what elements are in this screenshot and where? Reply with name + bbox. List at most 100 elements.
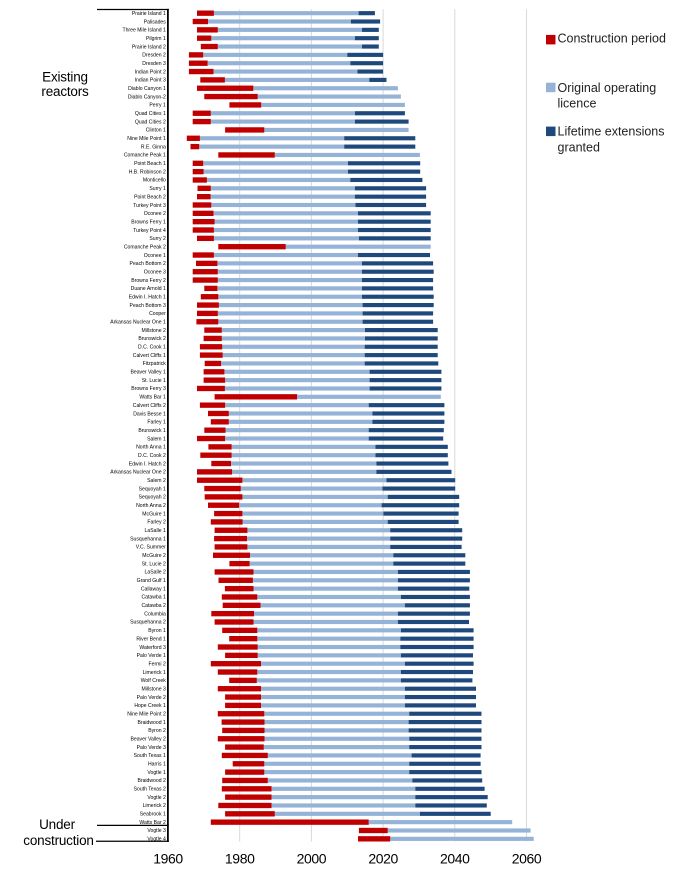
svg-text:Sequoyah 2: Sequoyah 2	[139, 495, 166, 501]
svg-text:Limerick 2: Limerick 2	[143, 803, 166, 809]
svg-text:Turkey Point 4: Turkey Point 4	[133, 228, 166, 234]
svg-text:Susquehanna 1: Susquehanna 1	[130, 536, 166, 542]
svg-text:Oconee 3: Oconee 3	[144, 269, 166, 275]
svg-text:Diablo Canyon-2: Diablo Canyon-2	[128, 94, 166, 100]
svg-text:Monticello: Monticello	[143, 178, 166, 184]
svg-text:Vogtle 1: Vogtle 1	[147, 770, 166, 776]
svg-text:Vogtle 3: Vogtle 3	[147, 828, 166, 834]
svg-text:Arkansas Nuclear One 2: Arkansas Nuclear One 2	[110, 470, 166, 476]
svg-text:Brunswick 1: Brunswick 1	[138, 428, 166, 434]
svg-text:Palo Verde 2: Palo Verde 2	[137, 695, 166, 701]
svg-text:Indian Point 3: Indian Point 3	[135, 78, 166, 84]
svg-text:Prairie Island 1: Prairie Island 1	[132, 11, 166, 17]
svg-text:Clinton 1: Clinton 1	[146, 128, 166, 134]
svg-text:Fermi 2: Fermi 2	[149, 661, 166, 667]
svg-text:Edwin I. Hatch 2: Edwin I. Hatch 2	[129, 461, 166, 467]
svg-text:Braidwood 1: Braidwood 1	[137, 720, 165, 726]
svg-text:R.E. Ginna: R.E. Ginna	[141, 144, 166, 150]
svg-text:Palo Verde 1: Palo Verde 1	[137, 653, 166, 659]
svg-text:Existing: Existing	[42, 70, 88, 85]
svg-text:North Anna 1: North Anna 1	[136, 445, 166, 451]
svg-text:Oconee 2: Oconee 2	[144, 211, 166, 217]
svg-text:licence: licence	[558, 97, 597, 111]
svg-text:H.B. Robinson 2: H.B. Robinson 2	[129, 169, 166, 175]
svg-text:Palisades: Palisades	[144, 19, 167, 25]
svg-text:LaSalle 1: LaSalle 1	[145, 528, 166, 534]
svg-text:2020: 2020	[368, 851, 398, 867]
svg-text:Seabrook 1: Seabrook 1	[140, 812, 166, 818]
svg-text:D.C. Cook 1: D.C. Cook 1	[138, 345, 166, 351]
svg-text:Browns Ferry 3: Browns Ferry 3	[131, 386, 166, 392]
svg-text:Fitzpatrick: Fitzpatrick	[143, 361, 167, 367]
svg-text:Limerick 1: Limerick 1	[143, 670, 166, 676]
svg-text:Catawba 2: Catawba 2	[141, 603, 166, 609]
svg-text:Davis Besse 1: Davis Besse 1	[133, 411, 166, 417]
svg-text:Nine Mile Point 1: Nine Mile Point 1	[127, 136, 166, 142]
svg-text:D.C. Cook 2: D.C. Cook 2	[138, 453, 166, 459]
svg-text:Beaver Valley 2: Beaver Valley 2	[130, 737, 165, 743]
svg-text:Vogtle 4: Vogtle 4	[147, 837, 166, 843]
svg-text:Surry 1: Surry 1	[149, 186, 166, 192]
svg-text:Millstone 3: Millstone 3	[141, 686, 166, 692]
svg-text:Pilgrim 1: Pilgrim 1	[146, 36, 166, 42]
svg-text:Watts Bar 1: Watts Bar 1	[139, 395, 166, 401]
svg-text:Beaver Valley 1: Beaver Valley 1	[130, 370, 165, 376]
svg-text:Waterford 3: Waterford 3	[139, 645, 166, 651]
svg-text:2060: 2060	[512, 851, 542, 867]
svg-text:Peach Bottom 3: Peach Bottom 3	[130, 303, 166, 309]
svg-text:Watts Bar 2: Watts Bar 2	[139, 820, 166, 826]
svg-text:Browns Ferry 2: Browns Ferry 2	[131, 278, 166, 284]
svg-text:St. Lucie 1: St. Lucie 1	[142, 378, 166, 384]
svg-text:reactors: reactors	[41, 84, 89, 99]
svg-text:Arkansas Nuclear One 1: Arkansas Nuclear One 1	[110, 320, 166, 326]
svg-text:Dresden 2: Dresden 2	[142, 53, 166, 59]
svg-text:Harris 1: Harris 1	[148, 762, 166, 768]
svg-text:Edwin I. Hatch 1: Edwin I. Hatch 1	[129, 294, 166, 300]
svg-text:McGuire 2: McGuire 2	[142, 553, 166, 559]
svg-text:Comanche Peak 2: Comanche Peak 2	[124, 244, 166, 250]
svg-text:Original operating: Original operating	[558, 81, 657, 95]
svg-text:Salem 2: Salem 2	[147, 478, 166, 484]
svg-text:Byron 2: Byron 2	[148, 728, 166, 734]
svg-text:Calvert Cliffs 1: Calvert Cliffs 1	[133, 353, 166, 359]
svg-text:Point Beach 1: Point Beach 1	[134, 161, 166, 167]
svg-text:Cooper: Cooper	[149, 311, 166, 317]
svg-text:Peach Bottom 2: Peach Bottom 2	[130, 261, 166, 267]
svg-text:Brunswick 2: Brunswick 2	[138, 336, 166, 342]
svg-text:1960: 1960	[153, 851, 183, 867]
svg-text:Columbia: Columbia	[144, 611, 166, 617]
svg-text:Surry 2: Surry 2	[149, 236, 166, 242]
svg-text:Duane Arnold 1: Duane Arnold 1	[131, 286, 166, 292]
svg-text:Farley 1: Farley 1	[147, 420, 166, 426]
svg-text:Turkey Point 3: Turkey Point 3	[133, 203, 166, 209]
svg-text:River Bend 1: River Bend 1	[136, 636, 166, 642]
svg-text:Sequoyah 1: Sequoyah 1	[139, 486, 166, 492]
svg-text:Point Beach 2: Point Beach 2	[134, 194, 166, 200]
svg-text:construction: construction	[23, 833, 93, 848]
svg-text:Nine Mile Point 2: Nine Mile Point 2	[127, 711, 166, 717]
svg-text:Catawba 1: Catawba 1	[141, 595, 166, 601]
svg-text:South Texas 2: South Texas 2	[134, 787, 166, 793]
svg-text:Quad Cities 2: Quad Cities 2	[135, 119, 166, 125]
svg-text:Comanche Peak 1: Comanche Peak 1	[124, 153, 166, 159]
svg-text:V.C. Summer: V.C. Summer	[136, 545, 166, 551]
svg-text:Browns Ferry 1: Browns Ferry 1	[131, 219, 166, 225]
svg-text:LaSalle 2: LaSalle 2	[145, 570, 166, 576]
svg-text:Wolf Creek: Wolf Creek	[141, 678, 167, 684]
svg-text:Oconee 1: Oconee 1	[144, 253, 166, 259]
svg-text:Calvert Cliffs 2: Calvert Cliffs 2	[133, 403, 166, 409]
svg-text:granted: granted	[558, 140, 600, 154]
svg-text:Grand Gulf 1: Grand Gulf 1	[137, 578, 166, 584]
svg-text:South Texas 1: South Texas 1	[134, 753, 166, 759]
svg-text:Indian Point 2: Indian Point 2	[135, 69, 166, 75]
svg-text:St. Lucie 2: St. Lucie 2	[142, 561, 166, 567]
svg-text:Palo Verde 3: Palo Verde 3	[137, 745, 166, 751]
svg-text:Three Mile Island 1: Three Mile Island 1	[122, 28, 165, 34]
svg-text:Under: Under	[39, 817, 75, 832]
svg-text:Prairie Island 2: Prairie Island 2	[132, 44, 166, 50]
svg-text:2000: 2000	[297, 851, 327, 867]
svg-text:Vogtle 2: Vogtle 2	[147, 795, 166, 801]
svg-text:Diablo Canyon 1: Diablo Canyon 1	[128, 86, 166, 92]
svg-text:Farley 2: Farley 2	[147, 520, 166, 526]
svg-text:Perry 1: Perry 1	[149, 103, 166, 109]
